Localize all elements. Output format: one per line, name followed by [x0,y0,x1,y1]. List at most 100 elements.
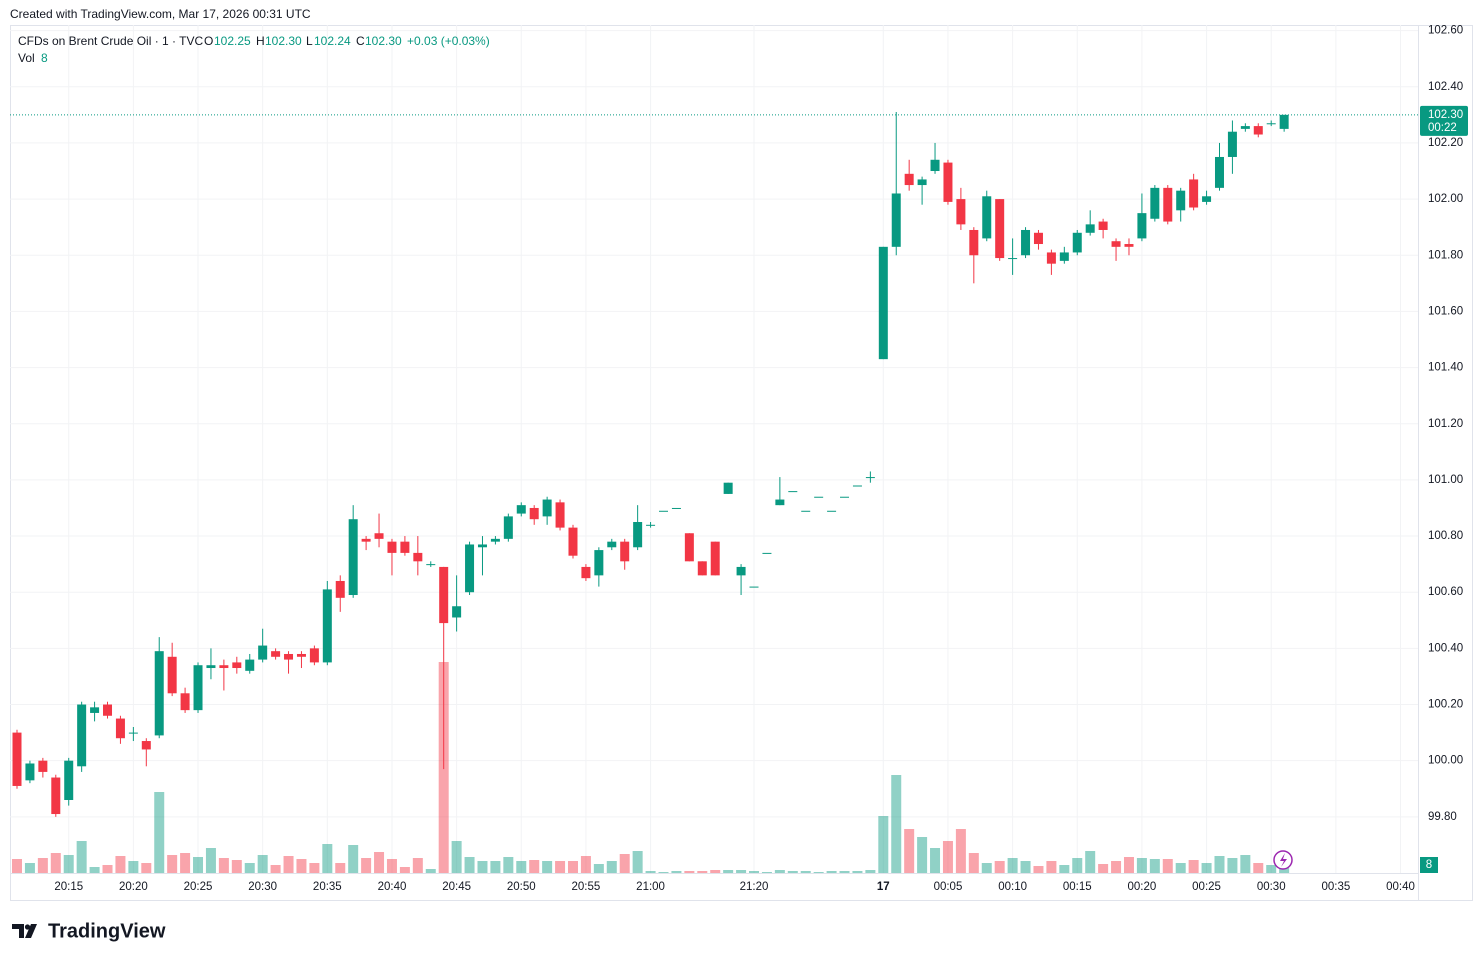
candle-body [995,199,1005,259]
candle-body [775,499,785,506]
volume-bar [749,871,760,873]
vol-label: Vol [18,51,35,65]
volume-bar [1059,865,1070,873]
candle-body [840,496,850,498]
candle-body [465,544,475,593]
candle-body [1098,221,1108,230]
volume-bar [503,857,514,873]
candle-body [1189,179,1199,208]
candle-body [90,707,100,713]
volume-bar [412,858,423,873]
x-tick-label: 00:30 [1257,881,1286,893]
volume-bar [1266,865,1277,873]
candle-body [309,648,319,663]
candle-body [1176,190,1186,211]
y-tick-label: 99.80 [1428,811,1457,823]
volume-bar [218,858,229,873]
candle-body [684,533,694,562]
candle-body [400,541,410,553]
candle-body [710,541,720,576]
volume-bar [891,775,902,873]
candle-body [426,564,436,566]
volume-bar [968,853,979,873]
o-value: 102.25 [214,34,251,48]
candle-body [969,229,979,256]
volume-bar [1007,858,1018,873]
volume-bar [361,858,372,873]
volume-bar [1240,855,1251,873]
volume-bar [386,859,397,873]
volume-bar [658,872,669,873]
volume-bar [904,829,915,873]
volume-bar [37,858,48,873]
x-tick-label: 20:30 [248,881,277,893]
volume-bar [580,856,591,873]
x-tick-label: 20:15 [54,881,83,893]
candle-body [516,505,526,514]
logo[interactable]: TradingView [12,920,166,942]
x-tick-label: 00:10 [998,881,1027,893]
candle-body [64,760,74,800]
x-tick-label: 00:35 [1321,881,1350,893]
volume-bar [671,871,682,873]
x-tick-label: 21:20 [740,881,769,893]
y-tick-label: 102.20 [1428,137,1463,149]
candle-body [646,524,656,526]
candle-body [1124,244,1134,247]
volume-bar [231,860,242,873]
credit: Created with TradingView.com, Mar 17, 20… [10,7,311,21]
candle-body [762,552,772,554]
volume-bar [865,870,876,873]
candle-body [1279,114,1289,129]
candle-body [891,193,901,247]
volume-bar [787,871,798,873]
candle-body [12,732,22,786]
volume-bar [1201,863,1212,873]
y-tick-label: 101.80 [1428,249,1463,261]
candle-body [271,651,281,657]
x-tick-label: 00:40 [1386,881,1415,893]
volume-bar [619,854,630,873]
candle-body [361,538,371,542]
candle-body [956,199,966,225]
volume-bar [593,864,604,873]
candle-body [1046,252,1056,264]
candle-body [659,510,668,512]
volume-bar [955,829,966,873]
candle-body [917,179,927,186]
candle-body [943,162,953,202]
volume-bar [567,861,578,873]
candle-body [374,533,384,539]
lightning-icon[interactable] [1273,850,1293,870]
volume-bar [1136,858,1147,873]
candle-body [1150,187,1160,219]
volume-bar [878,816,889,873]
candle-body [258,645,268,660]
candle-body [904,173,914,186]
volume-bar [12,859,22,873]
volume-tag [1420,857,1438,873]
volume-bar [697,871,708,873]
candle-body [1202,196,1212,202]
y-tick-label: 102.40 [1428,81,1463,93]
volume-bar [1046,861,1057,873]
candle-body [736,566,746,576]
volume-bar [309,863,320,873]
volume-bar [167,855,178,873]
h-value: 102.30 [265,34,302,48]
candle-body [115,718,125,739]
candle-body [723,482,733,494]
candle-body [413,552,423,562]
volume-bar [1085,851,1096,873]
volume-bar [1123,857,1134,873]
volume-bar [529,860,540,873]
candle-body [555,502,565,528]
candle-body [529,507,539,520]
volume-bar [710,870,721,873]
x-tick-label: 00:15 [1063,881,1092,893]
y-tick-label: 100.00 [1428,755,1463,767]
candle-body [1240,126,1250,129]
volume-bar [425,869,436,873]
l-value: 102.24 [314,34,351,48]
